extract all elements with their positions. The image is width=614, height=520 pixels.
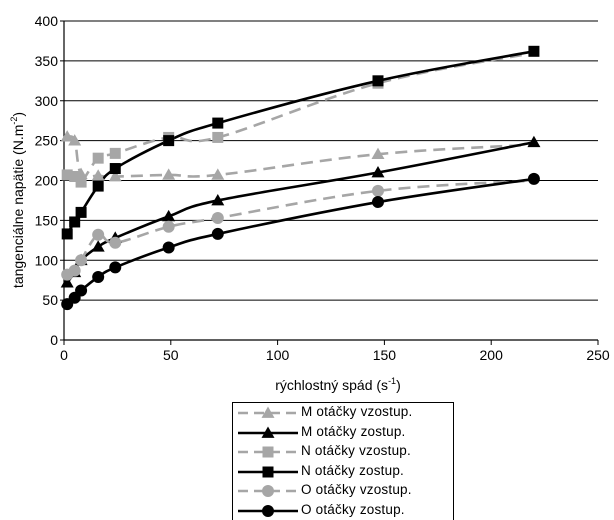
data-point	[109, 147, 121, 159]
data-point	[68, 134, 82, 146]
data-point	[371, 166, 385, 178]
data-point	[109, 163, 121, 175]
y-tick-label: 400	[35, 13, 59, 29]
legend-swatch	[238, 485, 298, 497]
axes	[60, 20, 599, 345]
data-point	[109, 236, 122, 249]
data-point	[372, 75, 384, 87]
x-tick-label: 100	[266, 347, 290, 363]
legend-label: M otáčky vzostup.	[301, 404, 413, 419]
data-point	[69, 216, 81, 228]
legend-swatch	[238, 446, 298, 458]
legend-label: N otáčky zostup.	[301, 462, 404, 478]
data-point	[527, 172, 540, 185]
legend-item: O otáčky zostup.	[233, 501, 453, 520]
data-point	[92, 228, 105, 241]
x-tick-label: 250	[586, 347, 610, 363]
legend-marker	[262, 446, 274, 458]
data-point	[75, 206, 87, 218]
legend-item: M otáčky zostup.	[233, 423, 453, 443]
legend: M otáčky vzostup. M otáčky zostup. N otá…	[232, 402, 454, 520]
data-point	[61, 228, 73, 240]
data-point	[75, 176, 87, 188]
y-tick-label: 350	[35, 53, 59, 69]
data-point	[69, 171, 81, 183]
y-tick-label: 50	[42, 292, 58, 308]
data-point	[162, 220, 175, 233]
x-tick-label: 0	[60, 347, 68, 363]
legend-marker	[261, 406, 275, 418]
data-point	[75, 284, 88, 297]
data-point	[527, 135, 541, 148]
series-lines	[66, 50, 535, 306]
y-axis-label: tangenciálne napätie (N.m-2)	[9, 112, 26, 288]
data-point	[91, 240, 105, 252]
legend-marker	[262, 504, 274, 517]
legend-item: O otáčky vzostup.	[233, 481, 453, 501]
y-tick-label: 150	[35, 212, 59, 228]
legend-item: M otáčky vzostup.	[233, 403, 453, 423]
data-point	[162, 209, 176, 222]
data-point	[91, 169, 105, 181]
data-point	[108, 170, 122, 182]
data-point	[371, 184, 384, 197]
x-axis-label: rýchlostný spád (s-1)	[275, 376, 401, 393]
chart-svg: 0 50 100 150 200 250 300 350 400 0 50 100 150 200 250…	[9, 13, 610, 393]
data-point	[162, 168, 176, 180]
data-point	[162, 241, 175, 254]
data-point	[75, 254, 88, 267]
data-point	[68, 264, 81, 277]
y-tick-label: 0	[50, 332, 58, 348]
series-line	[66, 140, 535, 284]
series-line	[66, 179, 535, 276]
data-point	[211, 193, 225, 206]
series-line	[66, 50, 535, 235]
data-point	[211, 227, 224, 240]
legend-label: M otáčky zostup.	[301, 423, 406, 439]
legend-marker	[262, 485, 274, 497]
data-point	[92, 270, 105, 283]
x-tick-labels: 0 50 100 150 200 250	[60, 347, 610, 363]
y-tick-label: 200	[35, 173, 59, 189]
data-point	[371, 147, 385, 160]
data-point	[212, 131, 224, 143]
legend-marker	[261, 426, 275, 438]
data-point	[528, 45, 540, 57]
y-tick-label: 100	[35, 252, 59, 268]
data-point	[92, 180, 104, 192]
legend-label: O otáčky zostup.	[301, 501, 405, 517]
legend-swatch	[238, 426, 298, 438]
y-tick-label: 250	[35, 133, 59, 149]
legend-swatch	[238, 504, 298, 517]
y-tick-labels: 0 50 100 150 200 250 300 350 400	[35, 13, 59, 348]
data-point	[163, 135, 175, 147]
legend-label: O otáčky vzostup.	[301, 482, 412, 497]
x-tick-label: 50	[163, 347, 179, 363]
y-tick-label: 300	[35, 93, 59, 109]
legend-swatch	[238, 406, 298, 418]
legend-item: N otáčky vzostup.	[233, 442, 453, 462]
data-point	[109, 261, 122, 274]
series-line	[66, 51, 535, 185]
data-point	[211, 168, 225, 180]
data-point	[60, 276, 74, 288]
data-point	[61, 169, 73, 181]
data-point	[60, 130, 74, 142]
data-point	[212, 117, 224, 129]
series-markers	[60, 45, 541, 311]
legend-marker	[262, 466, 274, 477]
data-point	[211, 211, 224, 224]
data-point	[92, 152, 104, 164]
legend-item: N otáčky zostup.	[233, 462, 453, 482]
data-point	[371, 196, 384, 209]
x-tick-label: 150	[373, 347, 397, 363]
series-line	[66, 177, 535, 306]
legend-label: N otáčky vzostup.	[301, 443, 411, 458]
x-tick-label: 200	[480, 347, 504, 363]
legend-swatch	[238, 466, 298, 477]
